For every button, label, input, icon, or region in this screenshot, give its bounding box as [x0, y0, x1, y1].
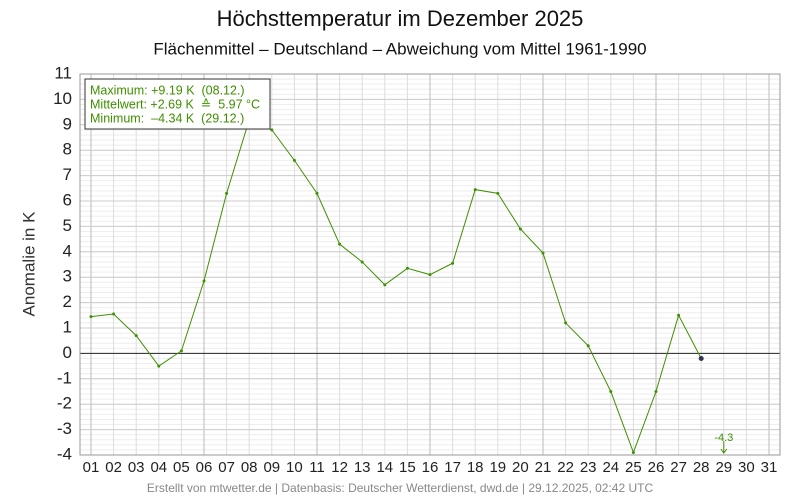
- x-tick-label: 04: [150, 459, 167, 476]
- data-point: [451, 261, 455, 265]
- x-tick-label: 05: [173, 459, 190, 476]
- x-tick-label: 10: [286, 459, 303, 476]
- chart-title: Höchsttemperatur im Dezember 2025: [217, 6, 584, 31]
- x-tick-label: 02: [105, 459, 122, 476]
- data-point: [631, 450, 635, 454]
- x-tick-label: 30: [738, 459, 755, 476]
- data-point: [112, 312, 116, 316]
- y-tick-label: -3: [57, 419, 72, 438]
- y-tick-label: 10: [53, 89, 72, 108]
- data-point: [428, 273, 432, 277]
- data-point: [698, 355, 704, 361]
- data-point: [405, 266, 409, 270]
- x-tick-label: 13: [354, 459, 371, 476]
- plot-frame: [79, 73, 781, 456]
- y-tick-label: -4: [57, 444, 72, 463]
- x-tick-label: 03: [128, 459, 145, 476]
- x-tick-label: 12: [331, 459, 348, 476]
- data-point: [89, 315, 93, 319]
- y-tick-label: 11: [54, 63, 72, 82]
- data-label: -4.3: [714, 432, 733, 444]
- data-point: [292, 158, 296, 162]
- y-tick-label: -1: [57, 368, 72, 387]
- annotation: Mittelwert: +2.69 K ≙ 5.97 °C: [90, 97, 260, 111]
- y-tick-label: -2: [57, 394, 72, 413]
- data-point: [677, 313, 681, 317]
- y-tick-label: 3: [63, 267, 72, 286]
- data-point: [496, 191, 500, 195]
- footer: Erstellt von mtwetter.de | Datenbasis: D…: [147, 481, 654, 495]
- data-point: [541, 251, 545, 255]
- y-tick-label: 8: [63, 140, 72, 159]
- data-point: [225, 191, 229, 195]
- x-tick-label: 15: [399, 459, 416, 476]
- x-tick-label: 29: [715, 459, 732, 476]
- x-tick-label: 08: [241, 459, 258, 476]
- data-point: [202, 279, 206, 283]
- x-tick-label: 16: [422, 459, 439, 476]
- x-tick-label: 01: [83, 459, 100, 476]
- x-tick-label: 09: [263, 459, 280, 476]
- data-point: [654, 390, 658, 393]
- data-point: [157, 364, 161, 368]
- x-tick-label: 17: [444, 459, 461, 476]
- y-tick-label: 6: [63, 190, 72, 209]
- data-point: [179, 349, 183, 353]
- x-tick-label: 24: [602, 459, 619, 476]
- data-point: [586, 344, 590, 348]
- data-point: [134, 334, 138, 338]
- x-tick-label: 21: [535, 459, 552, 476]
- y-tick-label: 5: [63, 216, 72, 235]
- x-tick-label: 27: [670, 459, 687, 476]
- data-point: [564, 321, 568, 325]
- data-line: [90, 119, 702, 454]
- x-tick-label: 07: [218, 459, 235, 476]
- y-tick-label: 0: [63, 343, 72, 362]
- data-point: [609, 390, 613, 393]
- data-point: [473, 188, 477, 192]
- data-point: [270, 128, 274, 132]
- data-point: [315, 191, 319, 195]
- y-tick-label: 4: [63, 241, 72, 260]
- x-tick-label: 28: [693, 459, 710, 476]
- x-tick-label: 23: [580, 459, 597, 476]
- data-point: [383, 283, 387, 287]
- data-point: [338, 242, 342, 246]
- x-tick-label: 31: [761, 459, 778, 476]
- legend-box: [84, 78, 271, 130]
- x-tick-label: 22: [557, 459, 574, 476]
- y-tick-label: 7: [63, 165, 72, 184]
- y-tick-label: 1: [63, 317, 72, 336]
- x-tick-label: 06: [196, 459, 213, 476]
- y-tick-label: 9: [63, 114, 72, 133]
- x-tick-label: 11: [309, 459, 325, 476]
- x-tick-label: 25: [625, 459, 642, 476]
- data-point: [518, 227, 522, 231]
- y-tick-label: 2: [63, 292, 72, 311]
- x-tick-label: 26: [648, 459, 665, 476]
- x-tick-label: 14: [376, 459, 393, 476]
- annotation: Maximum: +9.19 K (08.12.): [90, 83, 245, 97]
- out-of-range-arrow: [720, 441, 728, 454]
- data-point: [360, 260, 364, 264]
- x-tick-label: 18: [467, 459, 484, 476]
- x-tick-label: 20: [512, 459, 529, 476]
- x-tick-label: 19: [489, 459, 506, 476]
- y-axis-label: Anomalie in K: [19, 211, 38, 317]
- chart-subtitle: Flächenmittel – Deutschland – Abweichung…: [153, 39, 646, 58]
- annotation: Minimum: –4.34 K (29.12.): [90, 111, 244, 125]
